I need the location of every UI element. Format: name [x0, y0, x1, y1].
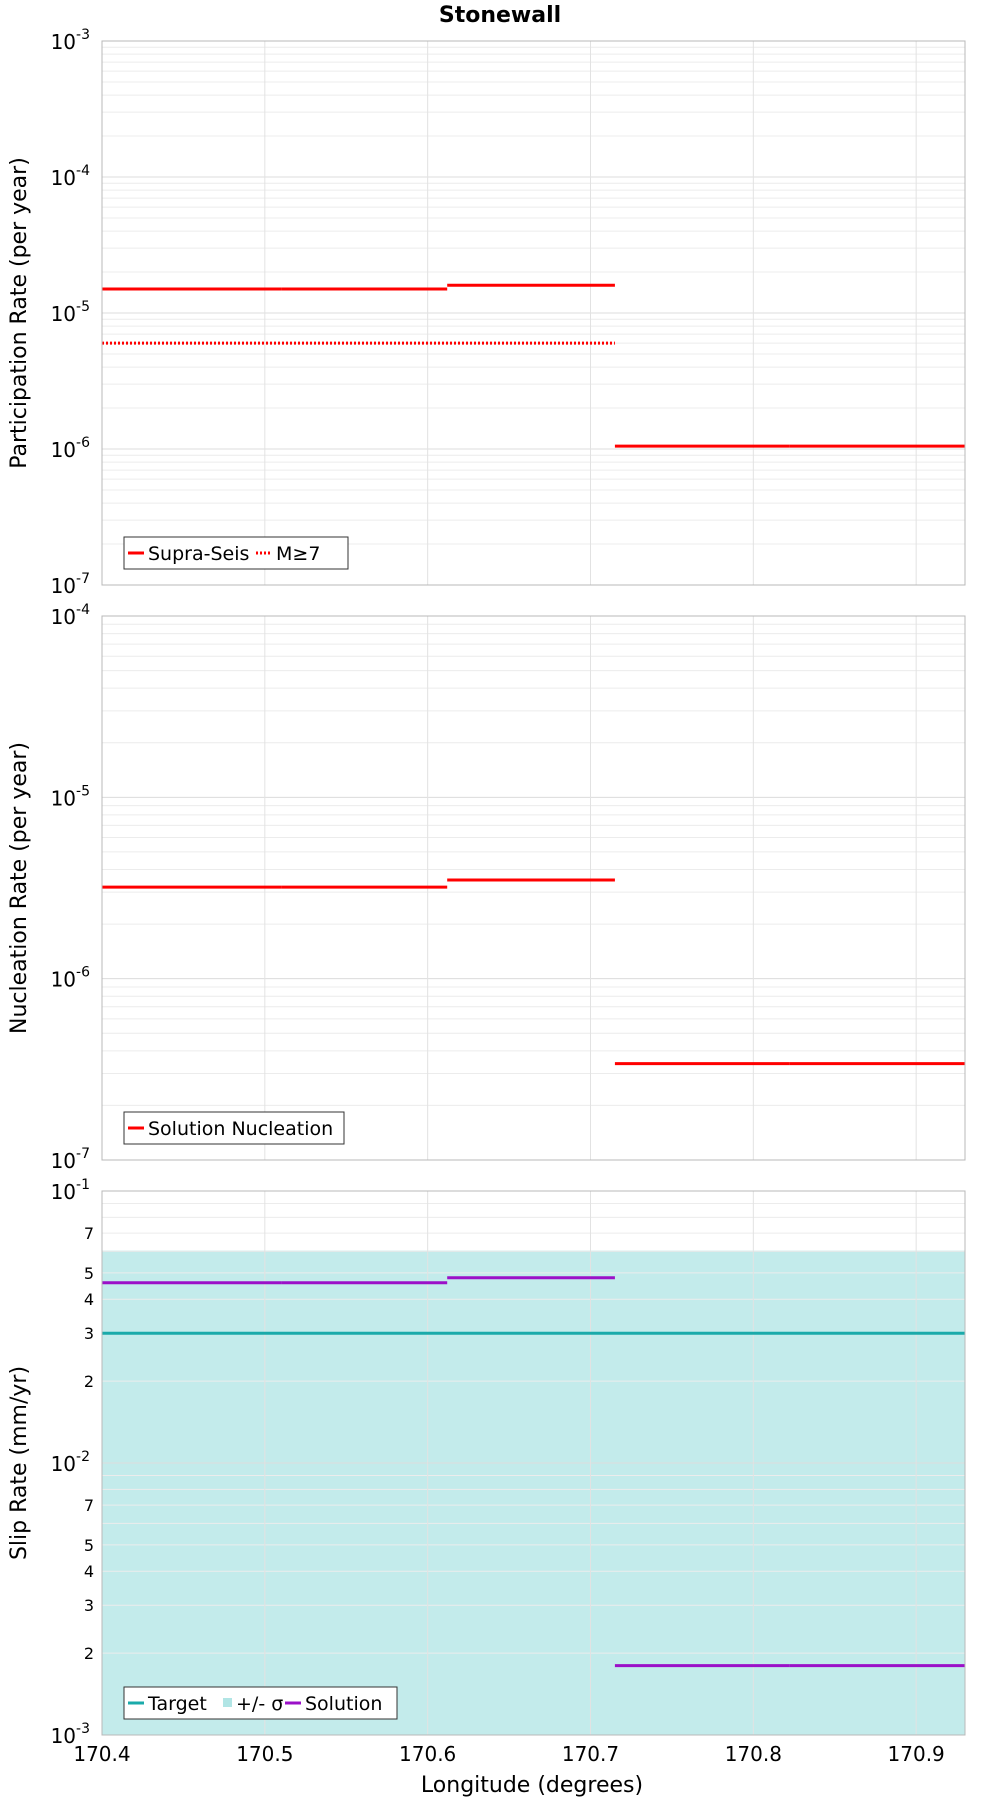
plot-frame: [101, 1190, 966, 1736]
legend-label: Solution: [305, 1693, 382, 1715]
y-tick-label: 10-5: [51, 783, 90, 810]
y-minor-tick-label: 3: [84, 1596, 94, 1615]
sigma-band: [101, 1250, 966, 1736]
legend-box: [123, 1686, 398, 1720]
y-axis-label: Participation Rate (per year): [7, 157, 32, 469]
x-tick-label: 170.8: [725, 1742, 782, 1766]
y-tick-label: 10-3: [51, 27, 90, 54]
y-minor-tick-label: 5: [84, 1264, 94, 1283]
x-tick-label: 170.5: [236, 1742, 293, 1766]
y-minor-tick-label: 4: [84, 1290, 94, 1309]
legend: Solution Nucleation: [123, 1111, 345, 1145]
y-axis-label: Slip Rate (mm/yr): [7, 1366, 32, 1560]
x-tick-label: 170.9: [888, 1742, 945, 1766]
legend-box: [123, 1111, 345, 1145]
x-tick-label: 170.6: [399, 1742, 456, 1766]
y-tick-label: 10-2: [51, 1449, 90, 1476]
legend-label: +/- σ: [236, 1693, 283, 1715]
chart-panel-1: 10-7 10-6 10-5 10-4 10-3 Participation Rate (…: [7, 27, 966, 598]
chart-panel-2: 10-7 10-6 10-5 10-4 Nucleation Rate (per yea…: [7, 602, 966, 1173]
y-tick-label: 10-7: [51, 1146, 90, 1173]
figure-title: Stonewall: [439, 3, 561, 28]
y-tick-label: 10-4: [51, 163, 91, 190]
y-tick-label: 10-6: [51, 435, 91, 462]
legend-label: Solution Nucleation: [148, 1118, 333, 1140]
y-tick-label: 10-5: [51, 299, 90, 326]
y-minor-tick-label: 2: [84, 1372, 94, 1391]
x-axis-label: Longitude (degrees): [421, 1773, 643, 1798]
y-axis-label: Nucleation Rate (per year): [7, 742, 32, 1034]
legend-label: Target: [147, 1693, 207, 1715]
legend-box: [123, 536, 349, 570]
plot-frame: [101, 615, 966, 1161]
y-minor-tick-label: 7: [84, 1496, 94, 1515]
chart-panel-3: 10-3 10-2 10-1 2 3 4 5 7 2 3 4 5 7 170.4 170.5 170.6 170…: [7, 1177, 966, 1766]
legend-swatch: [223, 1698, 232, 1707]
y-minor-tick-label: 4: [84, 1562, 94, 1581]
y-tick-label: 10-1: [51, 1177, 90, 1204]
plot-frame: [101, 40, 966, 586]
y-tick-label: 10-6: [51, 965, 91, 992]
y-tick-label: 10-7: [51, 571, 90, 598]
legend: Target +/- σ Solution: [123, 1686, 398, 1720]
y-minor-tick-label: 7: [84, 1224, 94, 1243]
x-tick-label: 170.4: [73, 1742, 130, 1766]
y-minor-tick-label: 5: [84, 1536, 94, 1555]
x-tick-label: 170.7: [562, 1742, 619, 1766]
y-tick-label: 10-4: [51, 602, 91, 629]
legend: Supra-Seis M≥7: [123, 536, 349, 570]
y-tick-label: 10-3: [51, 1721, 90, 1748]
legend-label: M≥7: [276, 543, 320, 565]
legend-label: Supra-Seis: [148, 543, 249, 565]
y-minor-tick-label: 2: [84, 1644, 94, 1663]
y-minor-tick-label: 3: [84, 1324, 94, 1343]
panels: 10-7 10-6 10-5 10-4 10-3 Participation Rate (…: [7, 27, 966, 1766]
